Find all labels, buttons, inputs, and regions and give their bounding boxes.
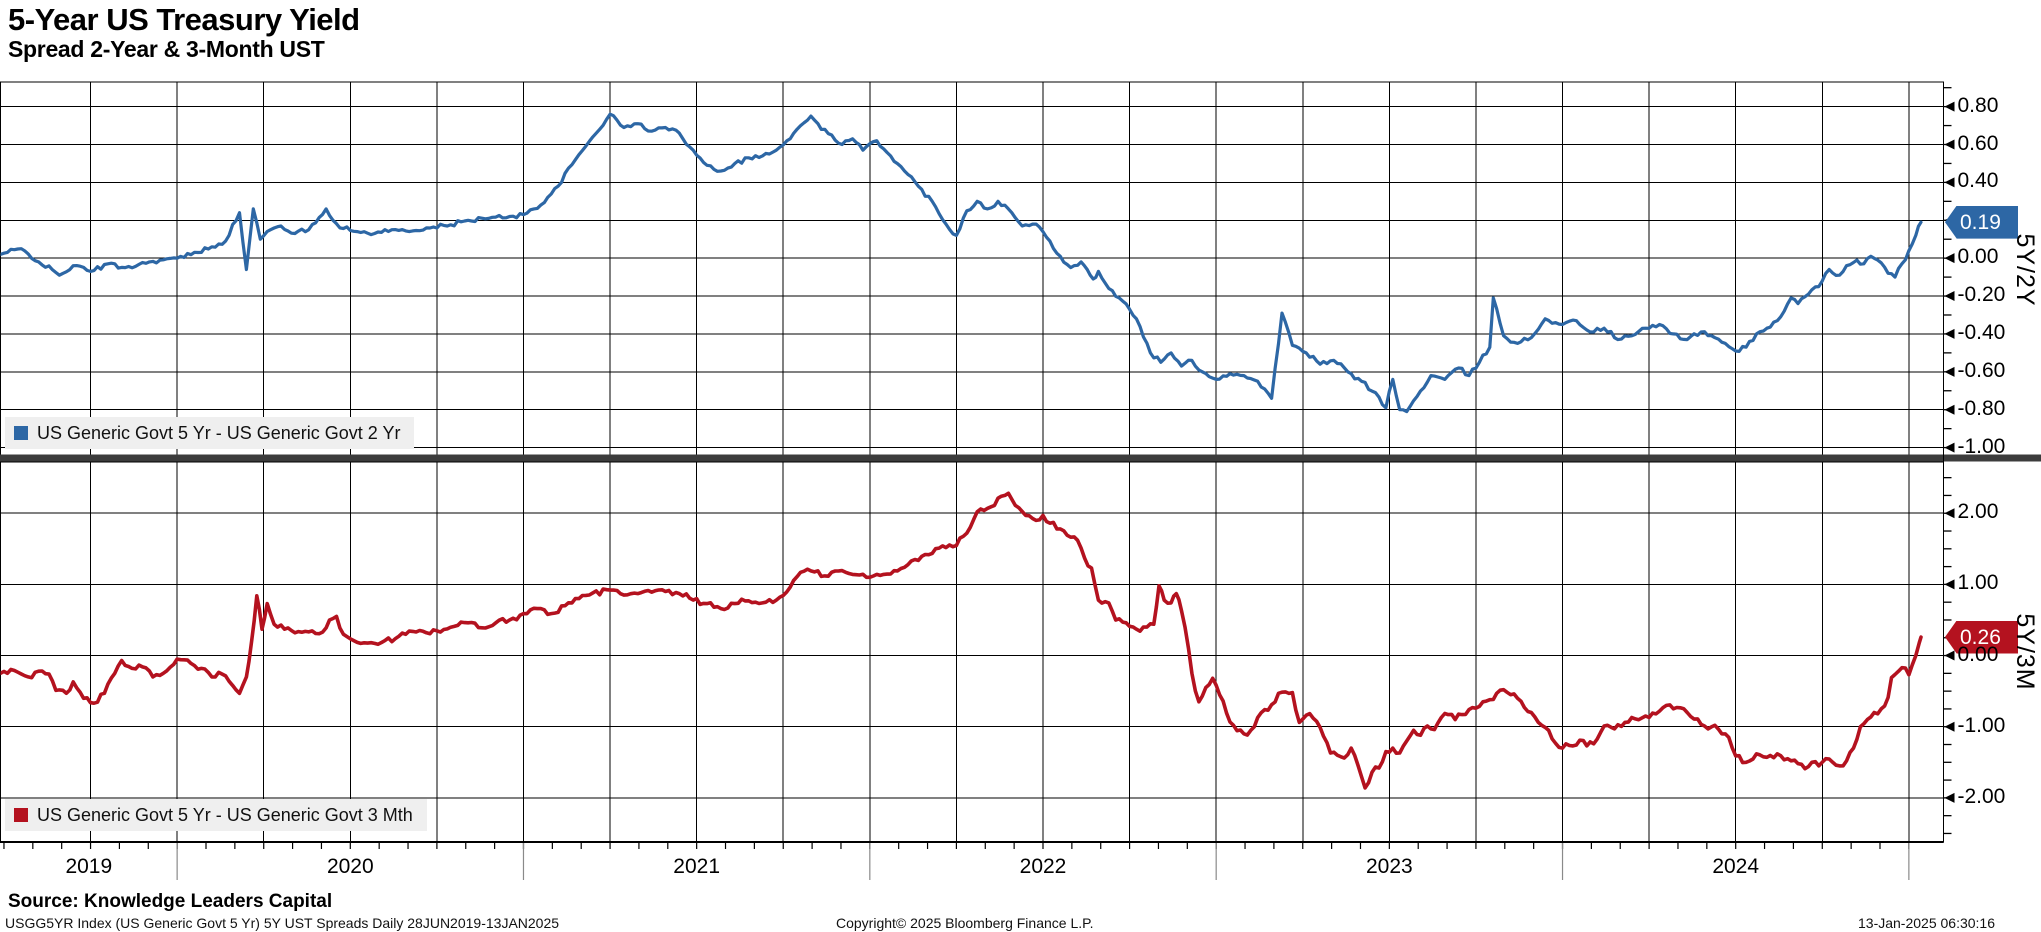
timestamp: 13-Jan-2025 06:30:16 [1858,915,1995,931]
y-tick-label: -1.00 [1957,434,2006,458]
page-title: 5-Year US Treasury Yield [8,2,360,37]
y-tick-label: -0.60 [1957,358,2006,382]
y-tick-label: 0.60 [1957,131,1999,155]
y-tick-label: 0.80 [1957,93,1999,117]
chart-subtitle: Spread 2-Year & 3-Month UST [8,36,325,62]
y-tick-label: -0.80 [1957,396,2006,420]
y-major-tick-arrow-icon [1944,177,1955,188]
y-tick-label: -0.20 [1957,283,2006,307]
y-major-tick-arrow-icon [1944,253,1955,264]
y-major-tick-arrow-icon [1944,650,1955,661]
last-value-badge-5y2y: 0.19 [1945,205,2018,239]
y-major-tick-arrow-icon [1944,721,1955,732]
y-axis-title-5y2y: 5Y/2Y [2011,233,2039,307]
last-value-badge-5y3m: 0.26 [1945,620,2018,654]
y-tick-label: -2.00 [1957,784,2006,808]
x-year-label: 2024 [1712,855,1760,878]
legend-label-5y2y: US Generic Govt 5 Yr - US Generic Govt 2… [37,422,401,443]
y-major-tick-arrow-icon [1944,328,1955,339]
y-tick-label: 0.40 [1957,169,1999,193]
legend-5y2y[interactable]: US Generic Govt 5 Yr - US Generic Govt 2… [5,417,415,449]
y-tick-label: -1.00 [1957,713,2006,737]
y-major-tick-arrow-icon [1944,442,1955,453]
y-tick-label: 2.00 [1957,500,1999,524]
legend-label-5y3m: US Generic Govt 5 Yr - US Generic Govt 3… [37,804,413,825]
y-tick-label: 0.00 [1957,245,1999,269]
source-credit: Source: Knowledge Leaders Capital [8,891,333,912]
y-major-tick-arrow-icon [1944,508,1955,519]
series-line-5y2y[interactable] [0,112,1923,414]
y-major-tick-arrow-icon [1944,792,1955,803]
y-major-tick-arrow-icon [1944,579,1955,590]
legend-5y3m[interactable]: US Generic Govt 5 Yr - US Generic Govt 3… [5,799,427,831]
y-tick-label: 0.00 [1957,642,1999,666]
y-axis-title-5y3m: 5Y/3M [2011,613,2039,691]
y-major-tick-arrow-icon [1944,404,1955,415]
x-year-label: 2020 [326,855,374,878]
ticker-description: USGG5YR Index (US Generic Govt 5 Yr) 5Y … [5,915,560,931]
panel-divider [0,454,2041,462]
y-major-tick-arrow-icon [1944,139,1955,150]
copyright-notice: Copyright© 2025 Bloomberg Finance L.P. [836,915,1094,931]
x-year-label: 2023 [1365,855,1413,878]
series-line-5y3m[interactable] [0,491,1923,790]
legend-swatch-blue-icon [14,426,28,440]
y-tick-label: -0.40 [1957,320,2006,344]
y-major-tick-arrow-icon [1944,291,1955,302]
y-tick-label: 1.00 [1957,571,1999,595]
y-major-tick-arrow-icon [1944,101,1955,112]
panel-frame [0,81,1944,459]
x-year-label: 2022 [1019,855,1067,878]
y-major-tick-arrow-icon [1944,366,1955,377]
x-year-label: 2019 [65,855,113,878]
legend-swatch-red-icon [14,808,28,822]
x-year-label: 2021 [673,855,720,878]
